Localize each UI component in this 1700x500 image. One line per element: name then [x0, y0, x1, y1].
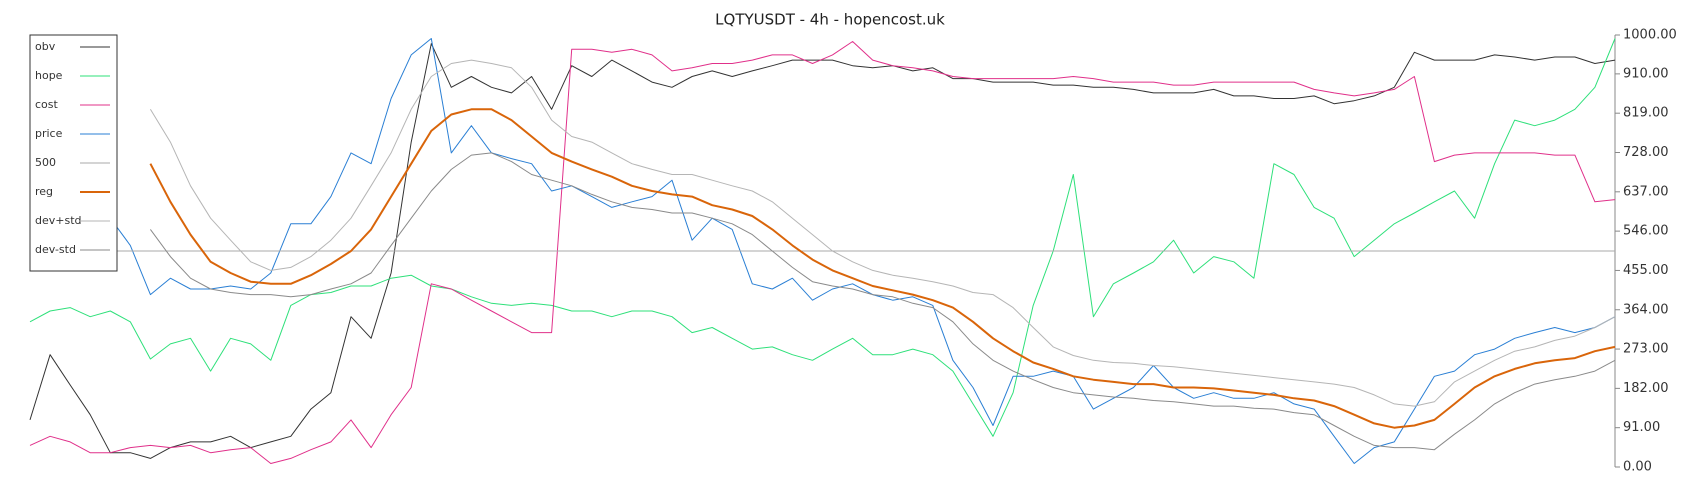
series-line: [109, 38, 1616, 464]
y-tick-label: 273.00: [1623, 342, 1669, 357]
legend: obv hope cost price 500 reg dev+std dev-std: [29, 34, 118, 272]
legend-label: hope: [35, 69, 63, 82]
legend-label: dev+std: [35, 214, 82, 227]
series-line: [149, 59, 1616, 407]
legend-label: 500: [35, 156, 56, 169]
y-tick-label: 91.00: [1623, 420, 1660, 435]
series-line: [149, 152, 1616, 451]
y-tick-label: 182.00: [1623, 381, 1669, 396]
legend-box: [29, 34, 118, 272]
y-tick-label: 910.00: [1623, 66, 1669, 81]
series-line: [29, 38, 1616, 437]
legend-label: cost: [35, 98, 59, 111]
y-tick-label: 728.00: [1623, 145, 1669, 160]
legend-label: dev-std: [35, 243, 76, 256]
series-line: [29, 43, 1616, 459]
y-tick-label: 637.00: [1623, 184, 1669, 199]
y-tick-label: 455.00: [1623, 263, 1669, 278]
legend-label: reg: [35, 185, 53, 198]
series-line: [149, 108, 1616, 429]
legend-label: obv: [35, 40, 56, 53]
y-tick-label: 364.00: [1623, 302, 1669, 317]
y-tick-label: 546.00: [1623, 224, 1669, 239]
y-tick-label: 1000.00: [1623, 28, 1677, 43]
series-line: [29, 41, 1616, 464]
chart-title: LQTYUSDT - 4h - hopencost.uk: [715, 11, 945, 29]
y-tick-label: 0.00: [1623, 460, 1652, 475]
legend-label: price: [35, 127, 63, 140]
y-tick-label: 819.00: [1623, 106, 1669, 121]
